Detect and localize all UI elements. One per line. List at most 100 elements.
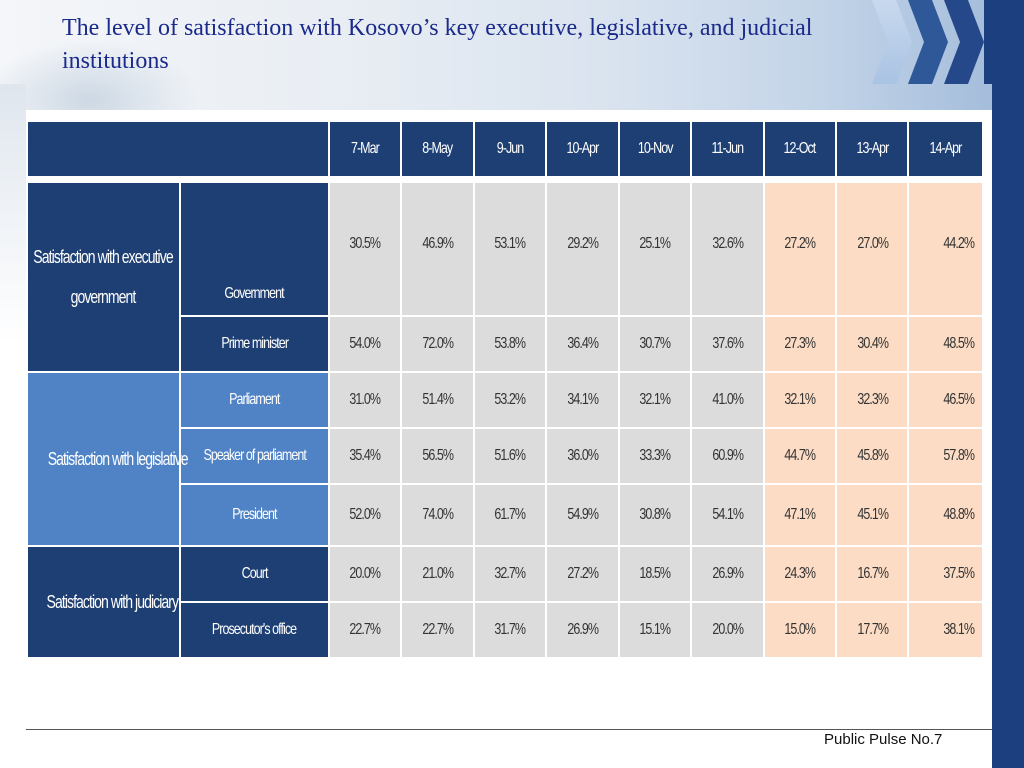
table-cell: 74.0% [402, 485, 473, 545]
table-row: Satisfaction with judiciary Court 20.0% … [28, 547, 982, 657]
header-corner [28, 122, 328, 176]
column-header: 10-Nov [619, 122, 691, 176]
table-cell: 41.0% [692, 373, 763, 427]
table-row: President 52.0% 74.0% 61.7% 54.9% 30.8% … [28, 485, 982, 545]
banner-background-image [0, 40, 200, 110]
table-cell: 30.4% [836, 317, 908, 371]
table-cell: 48.8% [909, 485, 982, 545]
group-label-executive: Satisfaction with executive government [28, 183, 179, 371]
table-cell: 32.7% [474, 547, 546, 601]
table-cell: 18.5% [619, 547, 691, 601]
table-cell: 46.5% [909, 373, 982, 427]
table-cell: 57.8% [909, 429, 982, 483]
column-header: 11-Jun [692, 122, 763, 176]
table-cell: 31.0% [329, 373, 401, 427]
table-cell: 36.4% [547, 317, 618, 371]
table-cell: 72.0% [402, 317, 473, 371]
header-banner [0, 0, 1024, 110]
table-cell: 27.0% [836, 183, 908, 315]
table-cell: 32.6% [692, 183, 763, 315]
table-cell: 61.7% [474, 485, 546, 545]
table-cell: 21.0% [402, 547, 473, 601]
table-cell: 37.5% [909, 547, 982, 601]
column-header: 10-Apr [547, 122, 618, 176]
table-cell: 30.5% [329, 183, 401, 315]
table-cell: 31.7% [474, 603, 546, 657]
table-cell: 25.1% [619, 183, 691, 315]
table-cell: 30.7% [619, 317, 691, 371]
table-row: Satisfaction with executive government G… [28, 183, 982, 371]
table-cell: 26.9% [547, 603, 618, 657]
group-label-legislative: Satisfaction with legislative [28, 373, 189, 545]
table-cell: 54.0% [329, 317, 401, 371]
right-accent-bar [992, 84, 1024, 768]
table-cell: 26.9% [692, 547, 763, 601]
row-label: Prime minister [180, 317, 328, 371]
table-cell: 54.1% [692, 485, 763, 545]
table-cell: 33.3% [619, 429, 691, 483]
row-label: Prosecutor's office [180, 603, 328, 657]
table-cell: 45.8% [836, 429, 908, 483]
table-cell: 54.9% [547, 485, 618, 545]
table-cell: 44.2% [909, 183, 982, 315]
column-header: 13-Apr [836, 122, 908, 176]
table-cell: 44.7% [764, 429, 835, 483]
row-label: Court [180, 547, 328, 601]
table-cell: 51.4% [402, 373, 473, 427]
column-header: 12-Oct [764, 122, 835, 176]
table-cell: 27.2% [547, 547, 618, 601]
table-cell: 22.7% [329, 603, 401, 657]
table-row: Prime minister 54.0% 72.0% 53.8% 36.4% 3… [28, 317, 982, 371]
table-cell: 20.0% [692, 603, 763, 657]
table-cell: 51.6% [474, 429, 546, 483]
column-header: 14-Apr [909, 122, 982, 176]
row-label: Speaker of parliament [180, 429, 328, 483]
table-cell: 30.8% [619, 485, 691, 545]
column-header: 8-May [402, 122, 473, 176]
slide-title: The level of satisfaction with Kosovo’s … [62, 15, 813, 74]
column-header: 7-Mar [329, 122, 401, 176]
table-cell: 37.6% [692, 317, 763, 371]
right-accent-top [984, 0, 1024, 84]
table-cell: 46.9% [402, 183, 473, 315]
table-cell: 24.3% [764, 547, 835, 601]
table-cell: 15.1% [619, 603, 691, 657]
table-row: Speaker of parliament 35.4% 56.5% 51.6% … [28, 429, 982, 483]
table-cell: 47.1% [764, 485, 835, 545]
table-row: Prosecutor's office 22.7% 22.7% 31.7% 26… [28, 603, 982, 657]
table-cell: 16.7% [836, 547, 908, 601]
table-cell: 48.5% [909, 317, 982, 371]
table-cell: 45.1% [836, 485, 908, 545]
table-cell: 32.3% [836, 373, 908, 427]
table-cell: 34.1% [547, 373, 618, 427]
group-label-judiciary: Satisfaction with judiciary [28, 547, 179, 657]
table-cell: 53.1% [474, 183, 546, 315]
table-cell: 17.7% [836, 603, 908, 657]
table-cell: 29.2% [547, 183, 618, 315]
table-cell: 38.1% [909, 603, 982, 657]
footer-label: Public Pulse No.7 [824, 731, 943, 748]
table-cell: 36.0% [547, 429, 618, 483]
table-cell: 60.9% [692, 429, 763, 483]
row-label: Parliament [180, 373, 328, 427]
table-cell: 32.1% [764, 373, 835, 427]
row-label: Government [180, 183, 328, 315]
row-label: President [180, 485, 328, 545]
column-header: 9-Jun [474, 122, 546, 176]
table-cell: 15.0% [764, 603, 835, 657]
table-row: Satisfaction with legislative Parliament… [28, 373, 982, 545]
footer-divider [26, 729, 992, 730]
table-cell: 53.2% [474, 373, 546, 427]
header-row: 7-Mar 8-May 9-Jun 10-Apr 10-Nov 11-Jun 1… [28, 122, 982, 176]
table-cell: 27.3% [764, 317, 835, 371]
table-cell: 53.8% [474, 317, 546, 371]
table-cell: 27.2% [764, 183, 835, 315]
table-cell: 22.7% [402, 603, 473, 657]
left-shade [0, 84, 26, 344]
table-cell: 32.1% [619, 373, 691, 427]
satisfaction-table: 7-Mar 8-May 9-Jun 10-Apr 10-Nov 11-Jun 1… [26, 120, 984, 659]
table-cell: 35.4% [329, 429, 401, 483]
table-cell: 20.0% [329, 547, 401, 601]
table-cell: 52.0% [329, 485, 401, 545]
table-cell: 56.5% [402, 429, 473, 483]
